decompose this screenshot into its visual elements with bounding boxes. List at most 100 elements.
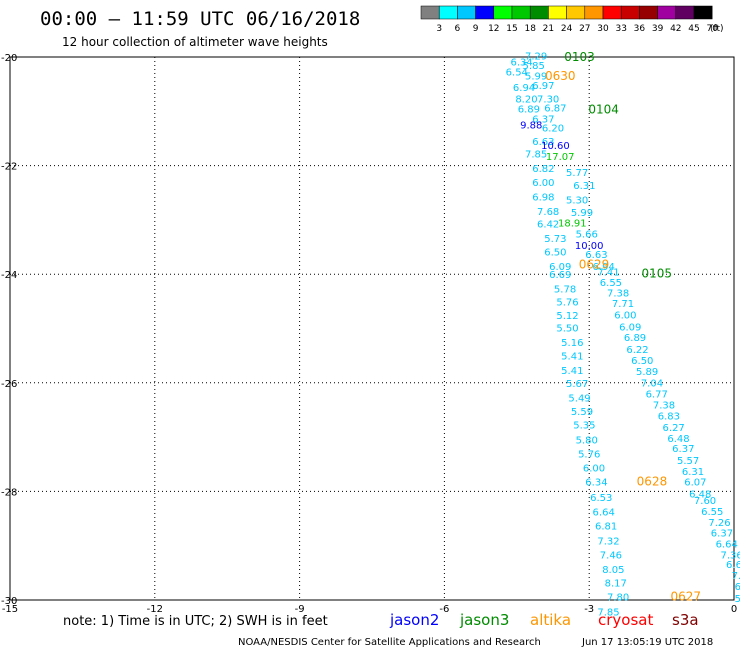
data-labels: 7.296.345.856.545.996.946.978.20 7.306.89… [506,51,740,618]
colorbar-label: 39 [652,24,664,34]
swh-value-label: 6.63 [532,137,554,148]
colorbar-swatch [584,5,604,20]
satellite-legend-jason2: jason2 [389,611,439,629]
colorbar-swatch [675,5,695,20]
swh-value-label: 9.88 [520,120,542,131]
swh-value-label: 5.89 [636,367,658,378]
swh-value-label: 6.31 [573,181,595,192]
swh-value-label: 8.05 [602,565,624,576]
colorbar-swatch [457,5,476,20]
pass-id-label: 0104 [588,103,619,117]
swh-value-label: 6.89 [518,105,540,116]
swh-value-label: 10.60 [541,141,570,152]
colorbar-swatch [657,5,677,20]
x-tick-label: -12 [147,604,163,615]
swh-value-label: 6.37 [672,444,694,455]
plot-area: -15 -12 -9 -6 -3 0-20-22-24-26-28-30 7.296.34… [1,50,740,618]
x-tick-label: -3 [584,604,594,615]
swh-value-label: 17.07 [546,152,575,163]
swh-value-label: 5.99 [525,71,547,82]
swh-value-label: 6.09 [549,262,571,273]
swh-value-label: 5.76 [578,449,600,460]
swh-value-label: 6.00 [532,178,554,189]
swh-value-label: 6.97 [532,81,554,92]
colorbar-swatch [493,5,513,20]
footer-note: note: 1) Time is in UTC; 2) SWH is in fe… [63,614,328,629]
colorbar-label: 36 [634,24,646,34]
swh-value-label: 7.80 [607,593,629,604]
colorbar-label: 24 [561,24,573,34]
x-tick-label: -15 [2,604,18,615]
swh-value-label: 6.09 [619,322,641,333]
chart-title: 00:00 – 11:59 UTC 06/16/2018 [40,8,360,30]
colorbar-swatch [438,5,458,20]
swh-value-label: 7.85 [597,607,619,618]
colorbar-unit: (ft) [710,24,724,34]
colorbar-legend: 3 6 9 12 15 18 21 24 27 30 33 36 39 42 45 70(ft) [420,5,724,34]
swh-value-label: 6.64 [593,507,615,518]
swh-value-label: 6.94 [593,262,615,273]
colorbar-label: 15 [506,24,517,34]
colorbar-label: 18 [524,24,536,34]
swh-value-label: 5.49 [568,393,590,404]
y-tick-label: -28 [1,487,17,498]
swh-value-label: 6.48 [689,490,711,501]
swh-value-label: 5.85 [523,61,545,72]
swh-value-label: 6.89 [624,333,646,344]
y-tick-label: -30 [1,596,17,607]
swh-value-label: 6.22 [626,345,648,356]
axis-ticks: -15 -12 -9 -6 -3 0-20-22-24-26-28-30 [1,53,737,615]
swh-value-label: 5 [735,594,740,605]
swh-value-label: 5.99 [571,208,593,219]
swh-value-label: 6 [735,582,740,593]
colorbar-label: 30 [597,24,609,34]
y-tick-label: -24 [1,270,17,281]
swh-value-label: 7.32 [597,536,619,547]
swh-value-label: 6.87 [544,103,566,114]
swh-value-label: 6.37 [532,114,554,125]
swh-value-label: 5.76 [556,297,578,308]
swh-value-label: 6.64 [716,540,738,551]
swh-value-label: 6.20 [542,124,564,135]
swh-value-label: 7.26 [708,518,730,529]
grid-lines [10,57,734,600]
x-tick-label: 0 [731,604,737,615]
swh-value-label: 7. [732,571,740,582]
swh-value-label: 6.83 [658,411,680,422]
colorbar-label: 12 [488,24,499,34]
colorbar-swatch [529,5,549,20]
colorbar-label: 45 [688,24,699,34]
colorbar-swatch [639,5,658,20]
swh-value-label: 7.41 [597,267,619,278]
colorbar-swatch [475,5,495,20]
y-tick-label: -20 [1,53,17,64]
swh-value-label: 6.55 [600,278,622,289]
swh-value-label: 5.78 [554,284,576,295]
colorbar-swatch [693,5,713,20]
colorbar-label: 27 [579,24,590,34]
pass-id-label: 0628 [637,475,668,489]
swh-value-label: 6.55 [701,507,723,518]
swh-value-label: 6.31 [682,467,704,478]
colorbar-label: 21 [543,24,554,34]
colorbar-label: 70 [706,24,718,34]
swh-value-label: 6.48 [667,434,689,445]
chart-subtitle: 12 hour collection of altimeter wave hei… [62,35,328,49]
colorbar-swatch [420,5,440,20]
swh-value-label: 6.69 [549,270,571,281]
swh-value-label: 5.67 [566,379,588,390]
colorbar-label: 9 [473,24,479,34]
swh-value-label: 5.50 [556,323,578,334]
pass-id-label: 0629 [579,257,610,271]
colorbar-label: 3 [436,24,442,34]
footer-credit: NOAA/NESDIS Center for Satellite Applica… [238,637,541,648]
swh-value-label: 6.27 [663,423,685,434]
colorbar-swatch [511,5,531,20]
swh-value-label: 5.66 [576,229,598,240]
swh-value-label: 6.50 [544,247,566,258]
plot-frame [9,56,735,601]
swh-value-label: 7.29 [525,51,547,62]
swh-value-label: 6.50 [631,356,653,367]
swh-value-label: 6.34 [510,57,532,68]
